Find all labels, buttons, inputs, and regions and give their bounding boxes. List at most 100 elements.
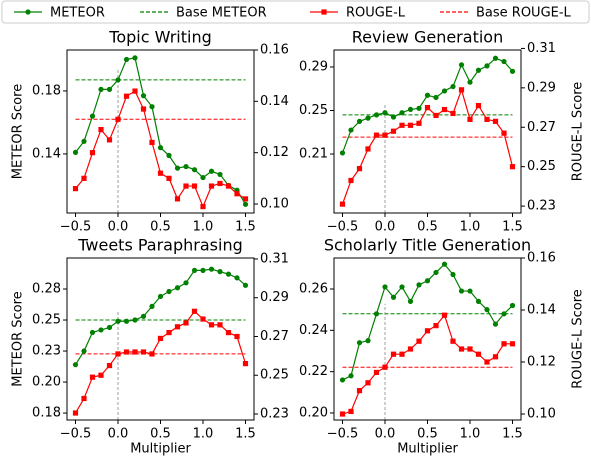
y2-tick-label: 0.27 xyxy=(527,120,556,135)
marker xyxy=(115,318,121,324)
marker xyxy=(166,152,172,159)
marker xyxy=(450,271,456,278)
x-axis-title: Multiplier xyxy=(130,442,191,457)
marker xyxy=(424,278,431,284)
marker xyxy=(356,340,363,346)
chart-title: Scholarly Title Generation xyxy=(324,236,531,255)
marker xyxy=(149,303,155,309)
marker xyxy=(484,307,490,313)
marker xyxy=(183,320,189,326)
x-tick-label: 1.0 xyxy=(460,220,481,235)
marker xyxy=(475,351,482,357)
marker xyxy=(89,150,96,156)
marker xyxy=(72,362,79,368)
x-tick-label: −0.5 xyxy=(60,220,92,235)
marker xyxy=(89,329,96,336)
marker xyxy=(475,298,482,304)
x-tick-label: 1.0 xyxy=(460,427,481,442)
marker xyxy=(225,271,232,277)
marker xyxy=(81,348,87,354)
marker xyxy=(467,116,473,122)
marker xyxy=(484,359,490,365)
marker xyxy=(106,362,113,369)
marker xyxy=(348,127,354,133)
marker xyxy=(373,311,380,317)
marker xyxy=(200,174,206,181)
x-tick-label: 0.5 xyxy=(417,220,438,235)
marker xyxy=(166,288,172,295)
marker xyxy=(475,102,482,109)
marker xyxy=(217,269,223,275)
marker xyxy=(242,282,249,288)
marker xyxy=(348,177,354,184)
marker xyxy=(407,346,414,352)
marker xyxy=(242,361,249,367)
marker xyxy=(390,351,397,357)
y2-tick-label: 0.23 xyxy=(260,406,289,421)
marker xyxy=(407,106,414,113)
marker xyxy=(225,183,232,189)
marker xyxy=(501,58,507,65)
marker xyxy=(501,311,507,317)
marker xyxy=(399,351,405,357)
plot-frame xyxy=(66,257,255,421)
legend-marker xyxy=(321,9,327,15)
y2-tick-label: 0.29 xyxy=(260,290,289,305)
marker xyxy=(365,115,371,121)
marker xyxy=(492,321,499,327)
marker xyxy=(234,275,240,281)
marker xyxy=(174,165,181,171)
y-tick-label: 0.22 xyxy=(299,364,328,379)
marker xyxy=(174,324,181,330)
plot-frame xyxy=(333,49,522,214)
marker xyxy=(115,116,121,122)
marker xyxy=(149,139,155,146)
marker xyxy=(217,171,223,178)
y2-axis-title: ROUGE-L Score xyxy=(571,289,586,389)
marker xyxy=(450,110,456,117)
marker xyxy=(123,93,130,99)
marker xyxy=(208,266,215,272)
marker xyxy=(458,346,465,352)
y-tick-label: 0.14 xyxy=(32,146,61,161)
marker xyxy=(183,163,189,170)
marker xyxy=(339,201,346,207)
marker xyxy=(365,146,371,152)
marker xyxy=(191,167,198,173)
x-tick-label: 0.0 xyxy=(108,220,129,235)
marker xyxy=(424,92,431,98)
marker xyxy=(416,105,422,111)
y2-tick-label: 0.29 xyxy=(527,80,556,95)
marker xyxy=(174,285,181,291)
x-tick-label: 1.5 xyxy=(502,220,523,235)
marker xyxy=(407,298,414,304)
marker xyxy=(98,372,104,378)
y-axis-title: METEOR Score xyxy=(11,84,26,179)
marker xyxy=(191,267,198,274)
marker xyxy=(356,388,363,394)
chart-title: Review Generation xyxy=(352,28,503,47)
y2-tick-label: 0.25 xyxy=(260,368,289,383)
marker xyxy=(467,79,473,85)
marker xyxy=(450,83,456,90)
marker xyxy=(416,282,422,288)
y2-tick-label: 0.27 xyxy=(260,329,289,344)
x-tick-label: 0.0 xyxy=(375,427,396,442)
y2-tick-label: 0.31 xyxy=(260,251,289,266)
y2-tick-label: 0.10 xyxy=(527,407,556,422)
marker xyxy=(72,410,79,416)
y2-tick-label: 0.16 xyxy=(260,43,289,58)
legend-box xyxy=(1,0,590,24)
marker xyxy=(441,312,448,318)
y-tick-label: 0.24 xyxy=(299,323,328,338)
marker xyxy=(339,150,346,156)
marker xyxy=(72,149,79,155)
marker xyxy=(433,112,439,119)
marker xyxy=(373,132,380,138)
marker xyxy=(242,196,249,202)
marker xyxy=(399,284,405,290)
marker xyxy=(81,138,87,144)
marker xyxy=(123,318,130,324)
marker xyxy=(424,104,431,111)
y2-tick-label: 0.12 xyxy=(260,145,289,160)
